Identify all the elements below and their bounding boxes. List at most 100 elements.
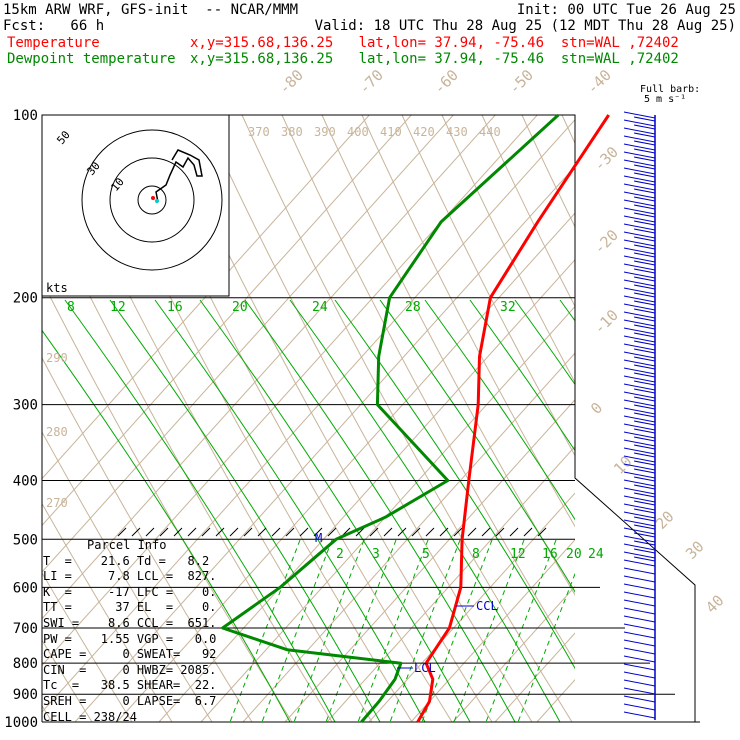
- isotherm-label: -60: [430, 66, 462, 98]
- pressure-tick-label: 200: [13, 291, 38, 307]
- hatch-mark: [117, 527, 127, 537]
- wind-barb-half: [633, 148, 656, 154]
- isotherm-line: [494, 632, 575, 722]
- chart-header: 15km ARW WRF, GFS-init -- NCAR/MMM Init:…: [0, 0, 740, 105]
- hodograph-ring: [81, 129, 223, 271]
- wind-barb: [623, 687, 656, 695]
- barb-unit-label: 5 m s⁻¹: [644, 94, 687, 105]
- wind-barb-half: [633, 484, 656, 490]
- mixing-ratio-line: [357, 539, 429, 722]
- wind-barb-half: [633, 412, 656, 418]
- wind-barb-half: [633, 172, 656, 178]
- hodograph-ring: [137, 185, 167, 215]
- parcel-info-title: Parcel Info: [87, 538, 167, 552]
- pressure-tick-label: 400: [13, 473, 38, 489]
- dewpoint-legend: Dewpoint temperature: [7, 51, 176, 67]
- wind-barb-half: [633, 500, 656, 506]
- moist-adiabat-line: [289, 299, 561, 722]
- isotherm-line: [368, 492, 575, 722]
- wind-barb: [623, 167, 656, 175]
- wind-barb: [623, 279, 656, 287]
- wind-barb: [623, 511, 656, 519]
- wind-barb: [623, 343, 656, 351]
- mixing-ratio-label-lower: 12: [510, 547, 526, 562]
- hodograph-box: [41, 114, 230, 297]
- wind-barb-half: [633, 236, 656, 242]
- moist-adiabat-line: [559, 299, 575, 322]
- hatch-mark: [453, 527, 463, 537]
- wind-barb: [623, 663, 656, 671]
- mixing-ratio-label-lower: 20: [566, 547, 582, 562]
- isotherm-label: 20: [652, 507, 678, 533]
- pressure-tick-label: 300: [13, 398, 38, 414]
- wind-barb-half: [633, 204, 656, 210]
- mixing-ratio-line: [229, 539, 301, 722]
- mixing-ratio-line: [485, 539, 557, 722]
- wind-barb-half: [633, 268, 656, 274]
- isotherm-label: -70: [355, 66, 387, 98]
- hatch-mark: [257, 527, 267, 537]
- dry-adiabat-line: [42, 502, 173, 722]
- wind-barb: [623, 431, 656, 439]
- hatch-mark: [467, 527, 477, 537]
- parcel-row: SREH = 0 LAPSE= 6.7: [43, 693, 217, 708]
- wind-barb: [623, 623, 656, 631]
- dry-adiabat-line: [42, 431, 213, 722]
- mixing-ratio-line: [421, 539, 493, 722]
- dry-adiabat-line: [321, 115, 575, 596]
- parcel-row: PW = 1.55 VGP = 0.0: [43, 631, 217, 646]
- wind-barb: [623, 215, 656, 223]
- wind-barb: [623, 599, 656, 607]
- moist-adiabat-line: [109, 299, 381, 722]
- mixing-ratio-label-upper: 16: [167, 300, 183, 315]
- wind-barb-half: [633, 188, 656, 194]
- hatch-mark: [355, 527, 365, 537]
- hatch-mark: [243, 527, 253, 537]
- isotherm-label: -10: [590, 306, 622, 338]
- dry-adiabat-line: [42, 198, 333, 722]
- mixing-ratio-lines: [42, 299, 740, 722]
- moist-adiabat-line: [42, 329, 291, 722]
- wind-barb: [623, 399, 656, 407]
- wind-barb: [623, 703, 656, 711]
- wind-barb: [623, 223, 656, 231]
- wind-barb-half: [633, 444, 656, 450]
- dry-adiabat-line: [281, 115, 575, 663]
- moist-adiabat-line: [514, 299, 575, 386]
- wind-barb: [623, 567, 656, 575]
- theta-label: 400: [347, 125, 369, 139]
- wind-barb: [623, 175, 656, 183]
- wind-barb-half: [633, 212, 656, 218]
- hatch-mark: [523, 527, 533, 537]
- wind-barb-half: [633, 180, 656, 186]
- hatch-mark: [131, 527, 141, 537]
- isotherm-label: -50: [505, 66, 537, 98]
- dry-adiabat-line: [42, 356, 253, 722]
- theta-label: 410: [380, 125, 402, 139]
- mixing-ratio-label-lower: 3: [372, 547, 380, 562]
- moist-adiabat-line: [605, 300, 740, 722]
- wind-barb-half: [633, 388, 656, 394]
- wind-barb: [623, 631, 656, 639]
- hatch-mark: [201, 527, 211, 537]
- isotherm-line: [42, 115, 496, 620]
- wind-barb: [623, 127, 656, 135]
- wind-barb-half: [633, 460, 656, 466]
- hatch-mark: [173, 527, 183, 537]
- wind-barb: [623, 439, 656, 447]
- forecast-hour: Fcst: 66 h: [3, 18, 105, 34]
- wind-barb-half: [633, 340, 656, 346]
- wind-barb-half: [633, 228, 656, 234]
- hatch-mark: [145, 527, 155, 537]
- hatch-mark: [509, 527, 519, 537]
- wind-barb-half: [633, 140, 656, 146]
- dry-adiabat-line: [481, 115, 575, 308]
- hatch-mark: [383, 527, 393, 537]
- pressure-tick-label: 900: [13, 687, 38, 703]
- theta-side-label: 280: [46, 425, 68, 439]
- dry-adiabat-line: [42, 571, 133, 722]
- mixing-ratio-label-upper: 20: [232, 300, 248, 315]
- wind-barb: [623, 351, 656, 359]
- wind-barb: [623, 119, 656, 127]
- wind-barb-half: [633, 556, 656, 562]
